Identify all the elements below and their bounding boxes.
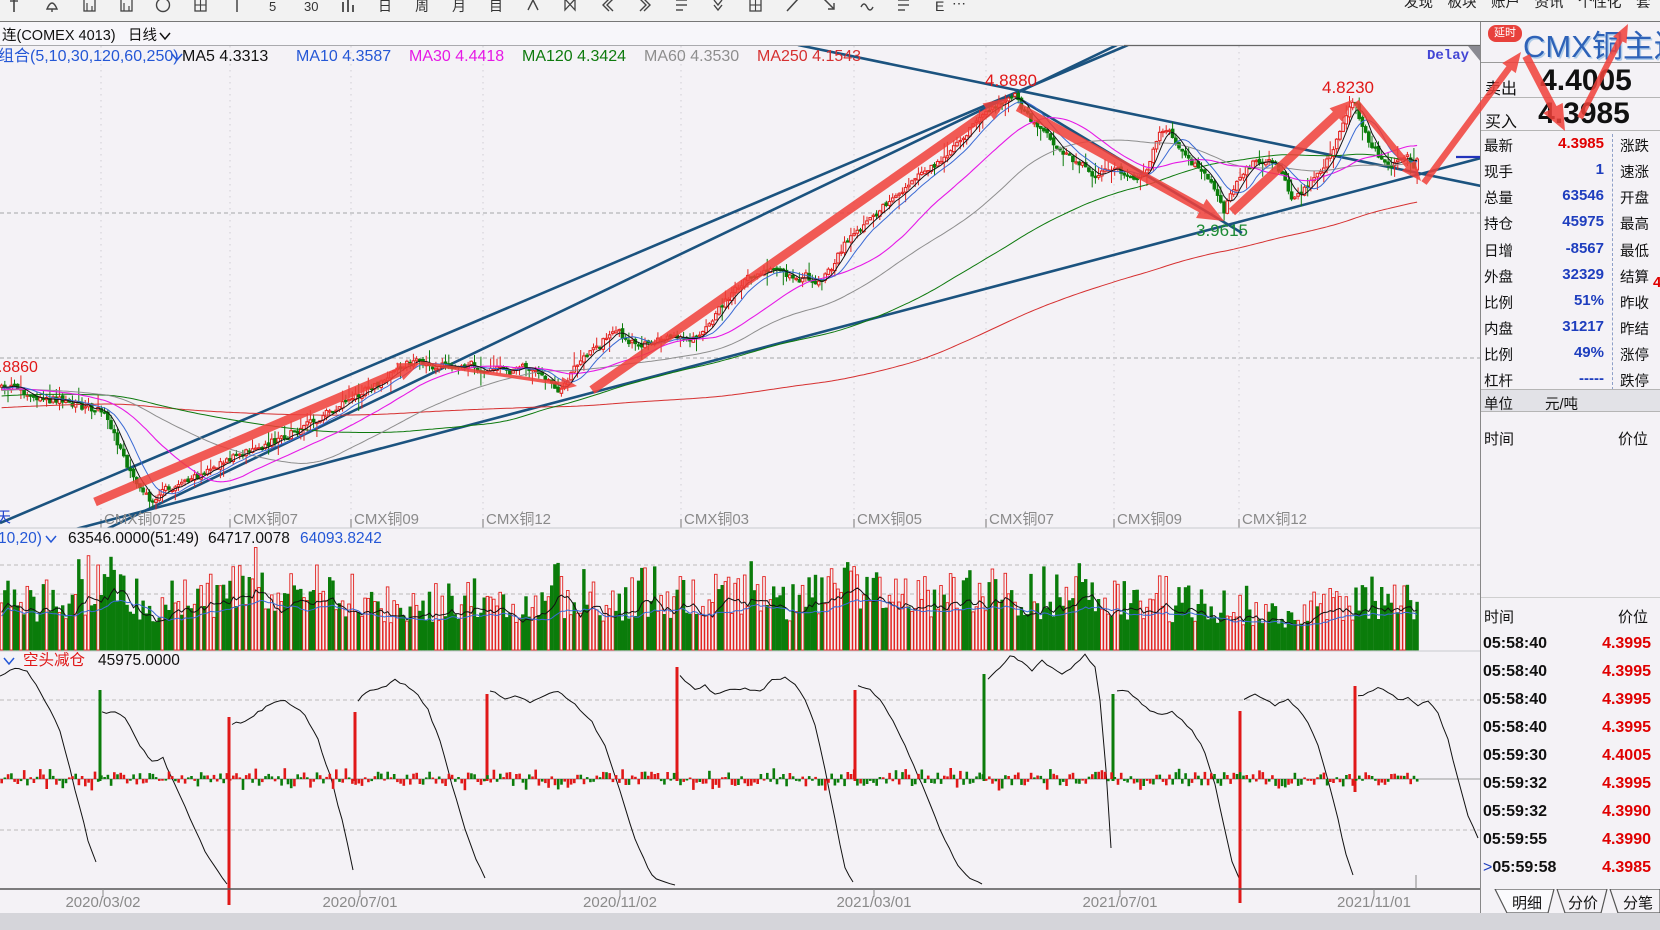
svg-text:CMX铜07: CMX铜07: [989, 511, 1054, 528]
svg-text:MA5 4.3313: MA5 4.3313: [182, 48, 268, 65]
svg-text:CMX铜03: CMX铜03: [684, 511, 749, 528]
svg-text:CMX铜09: CMX铜09: [354, 511, 419, 528]
svg-text:2021/03/01: 2021/03/01: [836, 894, 911, 911]
svg-text:4.8230: 4.8230: [1322, 78, 1374, 97]
svg-text:日: 日: [378, 0, 392, 14]
svg-text:明细: 明细: [1512, 895, 1542, 912]
svg-text:10,20): 10,20): [0, 530, 42, 547]
svg-text:2021/07/01: 2021/07/01: [1082, 894, 1157, 911]
svg-text:CMX铜07: CMX铜07: [233, 511, 298, 528]
svg-text:2020/07/01: 2020/07/01: [322, 894, 397, 911]
svg-text:MA120 4.3424: MA120 4.3424: [522, 48, 626, 65]
svg-text:分笔: 分笔: [1623, 895, 1653, 912]
svg-text:2021/11/01: 2021/11/01: [1337, 894, 1411, 911]
svg-text:日线: 日线: [128, 27, 157, 44]
svg-text:E: E: [935, 0, 944, 14]
svg-text:MA60 4.3530: MA60 4.3530: [644, 48, 739, 65]
svg-text:CMX铜05: CMX铜05: [857, 511, 922, 528]
svg-text:Delay: Delay: [1427, 48, 1470, 64]
svg-text:CMX铜12: CMX铜12: [486, 511, 551, 528]
svg-text:63546.0000(51:49): 63546.0000(51:49): [68, 530, 199, 547]
svg-text:MA10 4.3587: MA10 4.3587: [296, 48, 391, 65]
svg-text:2020/03/02: 2020/03/02: [65, 894, 140, 911]
svg-text:CMX铜12: CMX铜12: [1242, 511, 1307, 528]
svg-text:CMX铜0725: CMX铜0725: [104, 511, 186, 528]
svg-text:天: 天: [0, 509, 11, 526]
svg-text:组合(5,10,30,120,60,250): 组合(5,10,30,120,60,250): [0, 47, 179, 65]
svg-text:分价: 分价: [1568, 895, 1598, 912]
svg-text:64093.8242: 64093.8242: [300, 530, 382, 547]
svg-text:CMX铜09: CMX铜09: [1117, 511, 1182, 528]
svg-text:⋯: ⋯: [952, 0, 966, 11]
svg-text:4.8880: 4.8880: [985, 71, 1037, 90]
svg-text:45975.0000: 45975.0000: [98, 652, 180, 669]
svg-text:5: 5: [269, 0, 276, 14]
svg-text:空头减仓: 空头减仓: [23, 651, 86, 669]
svg-text:月: 月: [452, 0, 466, 14]
svg-text:2020/11/02: 2020/11/02: [583, 894, 657, 911]
svg-text:64717.0078: 64717.0078: [208, 530, 290, 547]
svg-text:连(COMEX 4013): 连(COMEX 4013): [2, 27, 116, 44]
svg-text:MA250 4.1543: MA250 4.1543: [757, 48, 861, 65]
svg-text:3.9615: 3.9615: [1196, 221, 1248, 240]
svg-text:MA30 4.4418: MA30 4.4418: [409, 48, 504, 65]
svg-text:2.8860: 2.8860: [0, 359, 38, 376]
svg-text:周: 周: [415, 0, 429, 14]
svg-text:目: 目: [489, 0, 503, 14]
svg-text:30: 30: [304, 0, 318, 14]
